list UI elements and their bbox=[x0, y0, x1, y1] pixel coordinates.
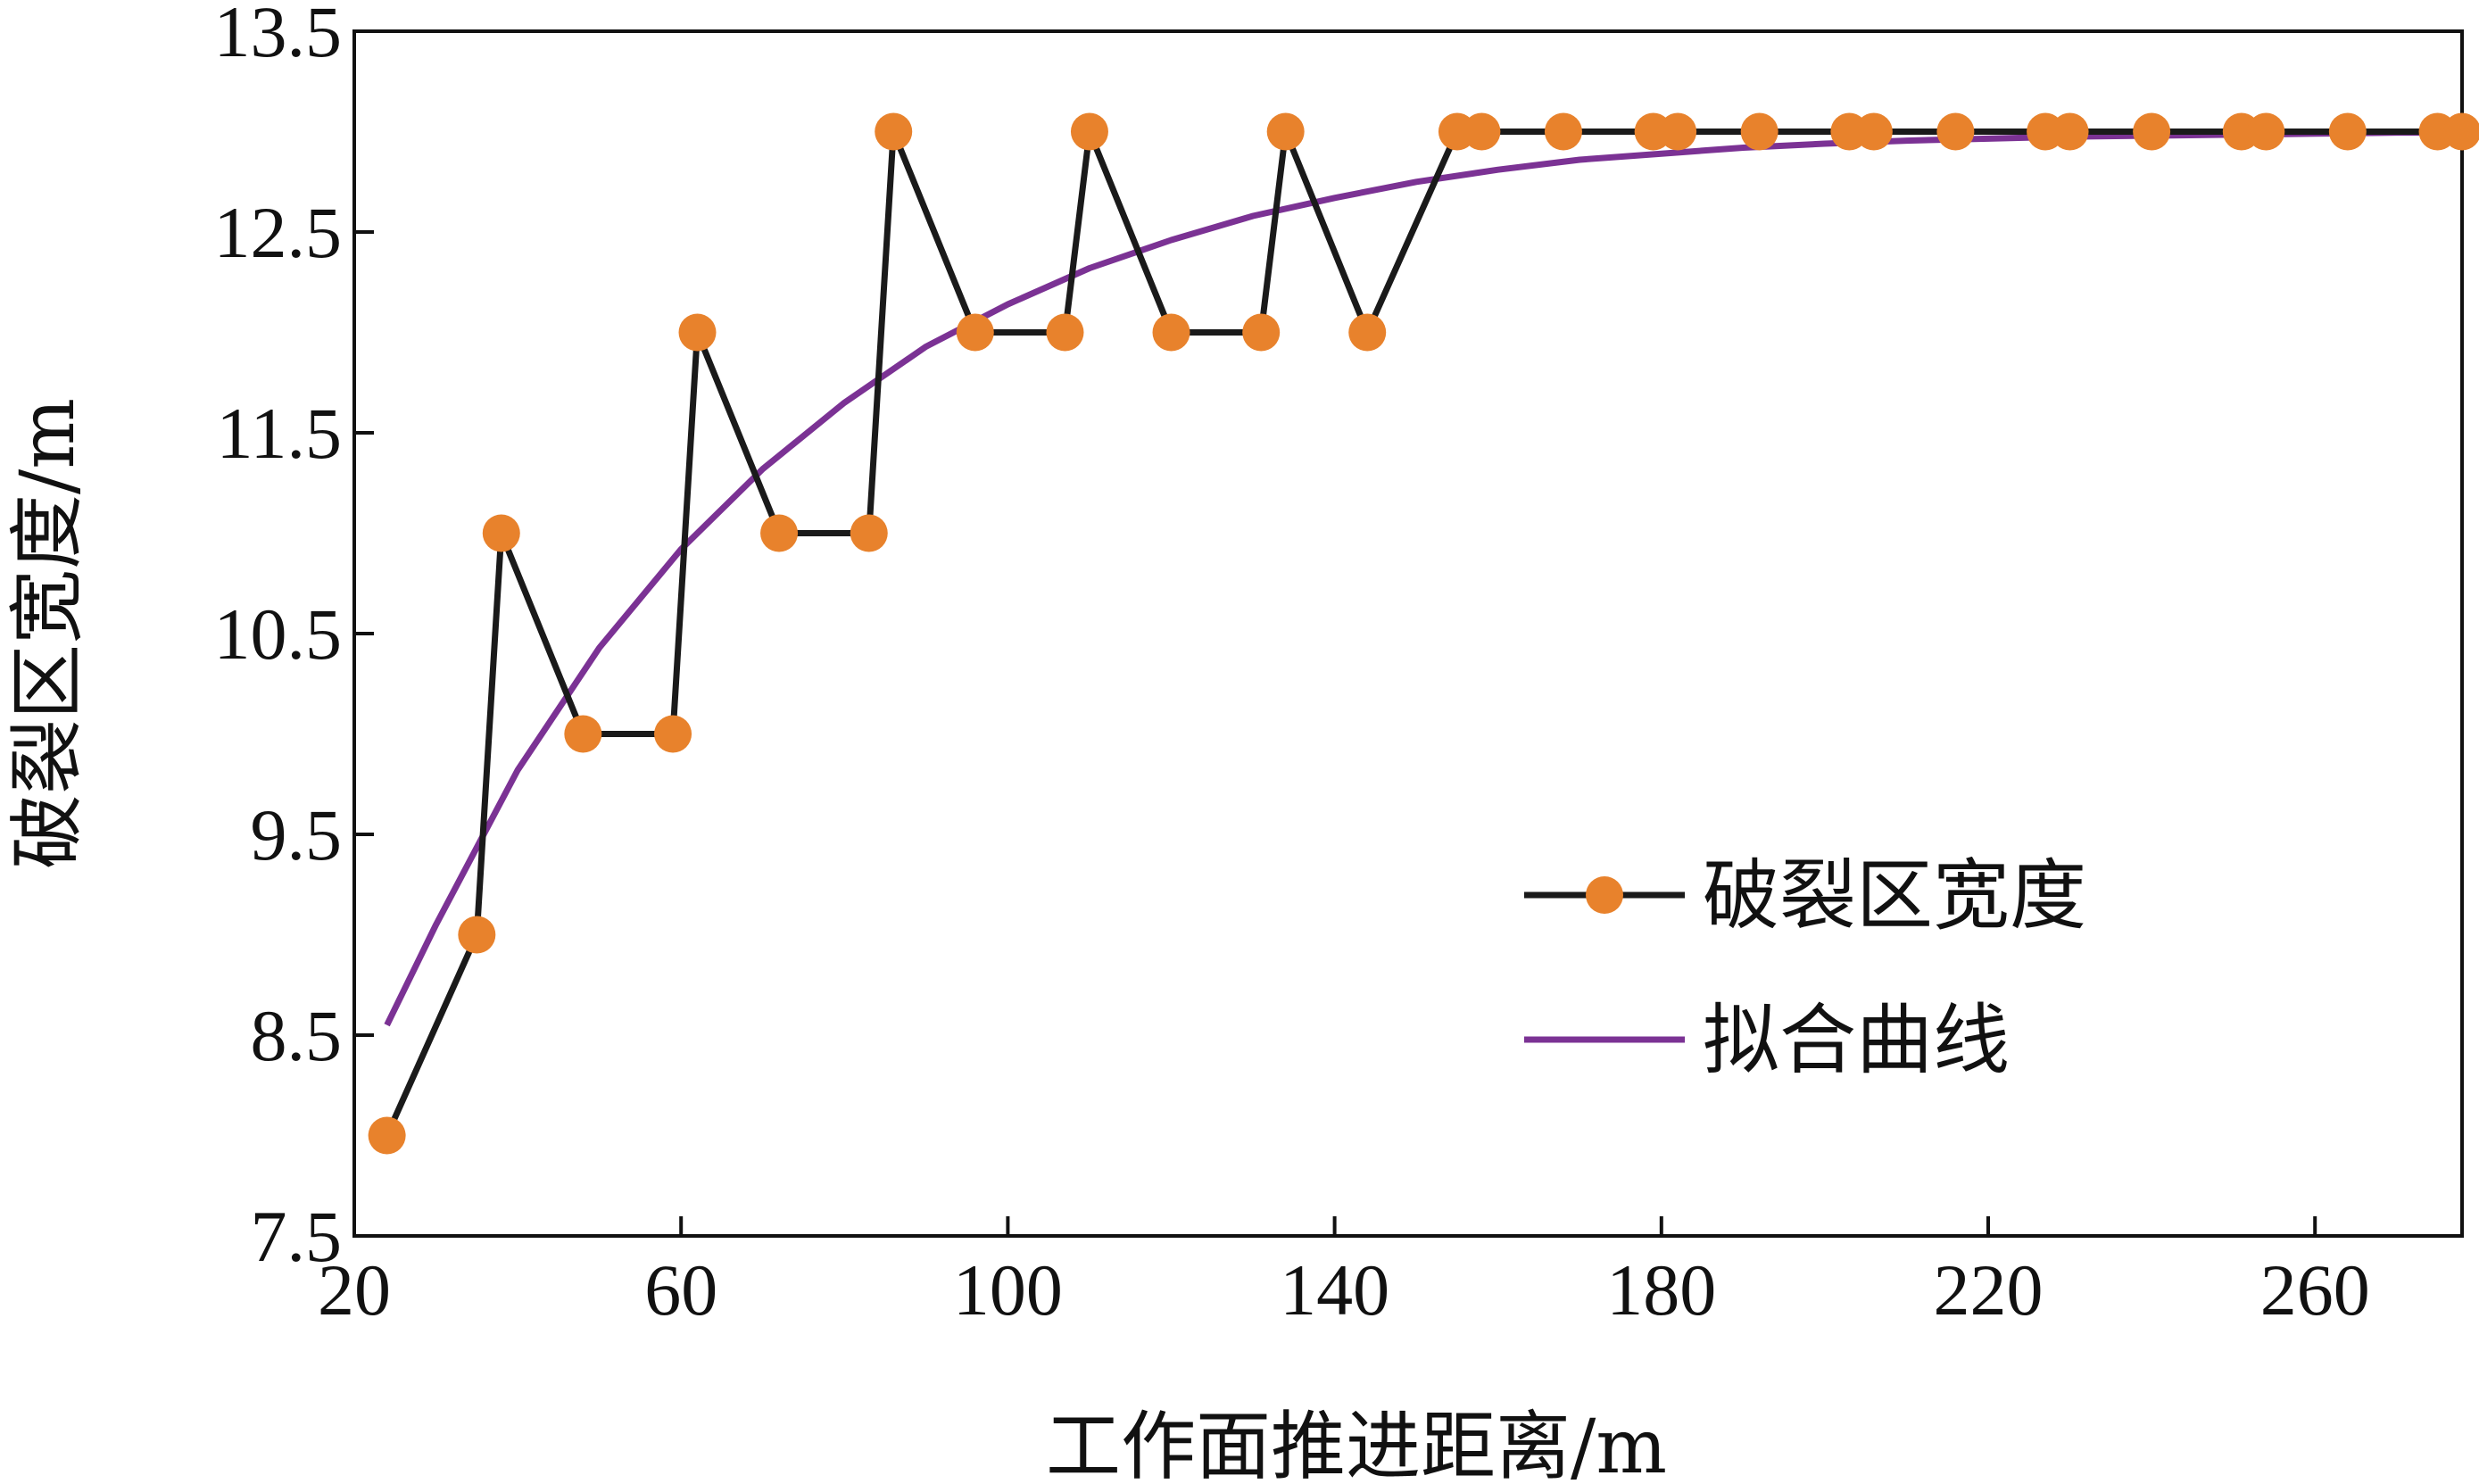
data-point-marker bbox=[482, 514, 520, 552]
x-tick-label: 180 bbox=[1606, 1249, 1716, 1331]
data-point-marker bbox=[850, 514, 888, 552]
data-point-marker bbox=[564, 715, 602, 753]
plot-frame bbox=[352, 29, 2464, 1238]
legend: 破裂区宽度 拟合曲线 bbox=[1524, 851, 2086, 1085]
data-point-marker bbox=[1936, 112, 1975, 151]
y-tick-label: 10.5 bbox=[214, 593, 343, 675]
data-point-marker bbox=[1242, 313, 1281, 352]
y-tick-label: 8.5 bbox=[251, 995, 343, 1076]
data-point-marker bbox=[1070, 112, 1108, 151]
data-point-marker bbox=[1740, 112, 1778, 151]
data-point-marker bbox=[1463, 112, 1501, 151]
x-tick-label: 220 bbox=[1934, 1249, 2044, 1331]
data-point-marker bbox=[1659, 112, 1697, 151]
fit-curve-layer bbox=[384, 129, 2462, 1027]
x-tick-label: 260 bbox=[2260, 1249, 2370, 1331]
data-point-marker bbox=[1348, 313, 1387, 352]
y-tick-label: 13.5 bbox=[214, 0, 343, 72]
x-axis-title: 工作面推进距离/m bbox=[1046, 1403, 1667, 1484]
legend-data-marker-swatch bbox=[1586, 876, 1623, 914]
data-point-marker bbox=[760, 514, 799, 552]
data-point-marker bbox=[654, 715, 692, 753]
data-point-marker bbox=[1046, 313, 1084, 352]
data-point-marker bbox=[2247, 112, 2285, 151]
data-point-marker bbox=[458, 916, 496, 954]
data-series-layer bbox=[368, 112, 2479, 1155]
data-point-marker bbox=[1152, 313, 1190, 352]
y-tick-label: 9.5 bbox=[251, 794, 343, 875]
data-point-marker bbox=[2443, 112, 2479, 151]
x-axis: 20 60 100 140 180 220 260 bbox=[318, 1216, 2370, 1331]
x-tick-label: 100 bbox=[953, 1249, 1063, 1331]
y-axis: 7.5 8.5 9.5 10.5 11.5 12.5 13.5 bbox=[214, 0, 374, 1277]
legend-label-fit: 拟合曲线 bbox=[1703, 996, 2010, 1085]
data-point-marker bbox=[368, 1116, 406, 1155]
data-series-line bbox=[384, 119, 2462, 1137]
x-tick-label: 20 bbox=[318, 1249, 391, 1331]
y-tick-label: 11.5 bbox=[217, 393, 342, 474]
legend-label-data: 破裂区宽度 bbox=[1703, 851, 2086, 941]
x-tick-label: 140 bbox=[1280, 1249, 1389, 1331]
data-point-marker bbox=[2051, 112, 2089, 151]
data-point-marker bbox=[956, 313, 994, 352]
data-point-marker bbox=[2328, 112, 2367, 151]
fit-curve-line bbox=[384, 129, 2462, 1027]
data-point-marker bbox=[875, 112, 913, 151]
data-point-marker bbox=[678, 313, 717, 352]
y-axis-title: 破裂区宽度/m bbox=[4, 398, 91, 869]
data-point-marker bbox=[1266, 112, 1305, 151]
y-tick-label: 12.5 bbox=[214, 192, 343, 273]
y-tick-label: 7.5 bbox=[251, 1196, 343, 1277]
x-tick-label: 60 bbox=[644, 1249, 717, 1331]
data-point-marker bbox=[1854, 112, 1893, 151]
data-point-marker bbox=[1544, 112, 1582, 151]
data-point-marker bbox=[2133, 112, 2171, 151]
